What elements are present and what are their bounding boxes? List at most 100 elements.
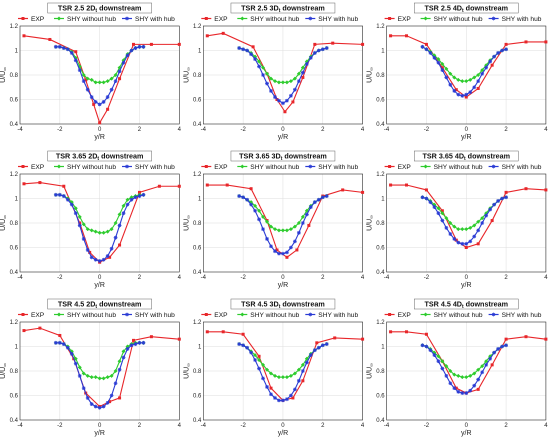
title-main: TSR 4.5 2D [58,300,96,309]
data-point [285,397,289,402]
data-point [480,364,485,369]
data-point [261,73,265,77]
data-point [304,360,309,365]
legend-label-2: SHY without hub [434,312,483,319]
data-point [292,387,297,392]
y-tick-label: 0.8 [10,369,19,375]
data-point [292,87,297,92]
legend-label-1: EXP [398,16,412,23]
series-line [422,344,507,394]
data-point [420,195,425,200]
data-point [93,375,98,380]
data-point [85,373,90,378]
data-point [504,42,508,46]
series-shy-with-hub [53,340,146,410]
legend-marker-1 [204,17,208,20]
y-tick-label: 0.6 [193,246,202,252]
data-point [292,239,297,244]
legend-label-1: EXP [31,16,45,23]
data-point [361,337,365,341]
data-point [500,344,504,349]
x-tick-label: 2 [138,423,142,429]
data-point [300,70,305,75]
legend-label-2: SHY without hub [434,164,483,171]
subplot-2: TSR 2.5 3Dt downstream EXP SHY without hub… [183,2,365,141]
x-tick-label: -4 [201,423,207,429]
data-point [307,223,311,227]
title-main: TSR 3.65 4D [422,152,464,161]
data-point [288,373,293,378]
data-point [436,211,441,216]
data-point [221,330,225,334]
y-tick-label: 0.6 [10,98,19,104]
data-point [101,80,106,85]
title-subscript: t [97,156,99,162]
data-point [61,194,66,198]
series-line [23,35,180,125]
data-point [253,353,258,358]
data-point [69,202,74,207]
x-tick-label: 0 [98,275,102,281]
data-point [424,47,429,52]
data-point [448,381,453,386]
series-shy-with-hub [53,192,146,263]
data-point [129,197,134,202]
data-point [440,66,444,70]
data-point [117,69,122,74]
data-point [53,192,58,197]
data-point [269,386,273,390]
data-point [89,95,94,99]
x-tick-label: -2 [57,127,63,133]
data-point [456,389,461,394]
data-point [276,375,281,380]
data-point [133,46,138,50]
subplot-5: TSR 3.65 3Dt downstream EXP SHY without hu… [183,150,365,289]
legend-label-3: SHY with hub [502,164,542,171]
plot-frame [203,321,363,421]
data-point [89,255,94,260]
data-point [296,221,301,225]
data-point [65,197,70,202]
data-point [137,194,142,198]
legend-marker-1 [388,313,392,316]
plot-frame [203,25,363,125]
data-point [496,347,501,351]
data-point [109,76,114,81]
y-tick-label: 1.2 [10,172,19,178]
data-point [276,80,281,85]
chart-title: TSR 3.65 2Dt downstream [56,152,144,163]
y-tick-label: 0.8 [10,73,19,79]
chart-title: TSR 3.65 3Dt downstream [239,152,327,163]
data-point [284,80,289,85]
x-tick-label: -4 [201,275,207,281]
title-main: TSR 2.5 3D [241,4,279,13]
data-point [97,376,102,381]
data-point [488,59,493,64]
data-point [73,58,78,63]
y-axis-label: U/U∞ [367,67,376,83]
y-tick-label: 1 [15,49,19,55]
x-axis-label: y/R [278,134,289,141]
data-point [93,229,98,234]
data-point [109,393,114,398]
series-exp [205,330,365,402]
data-point [78,221,82,225]
data-point [57,44,62,49]
data-point [109,227,114,232]
data-point [444,75,449,80]
data-point [452,224,457,229]
legend-label-2: SHY without hub [434,16,483,23]
y-axis-label-subscript: ∞ [3,215,9,219]
data-point [460,375,465,380]
data-point [97,405,102,410]
data-point [296,378,301,383]
y-tick-label: 1.2 [193,172,202,178]
legend-marker-1 [204,313,208,316]
title-box [230,298,336,310]
data-point [125,347,130,351]
legend-marker-3 [308,312,313,317]
data-point [101,404,106,409]
data-point [333,336,337,340]
data-point [490,363,494,367]
data-point [133,195,138,200]
